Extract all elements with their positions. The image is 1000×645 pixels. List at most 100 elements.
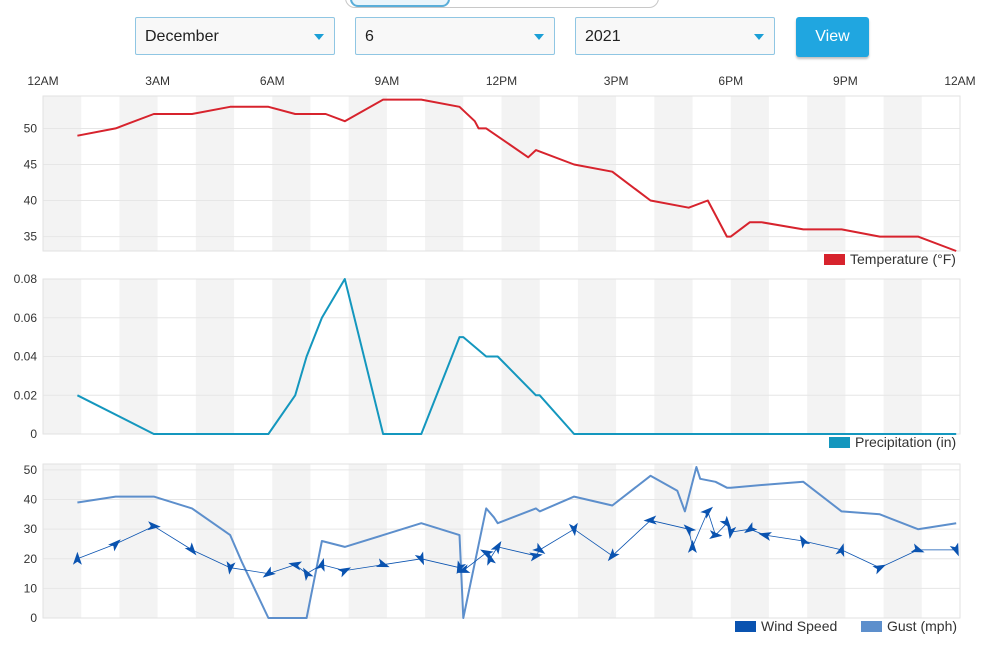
wind-arrow-point: [262, 566, 276, 578]
wind-arrow-point: [456, 564, 471, 573]
series-line-temperature-f-: [77, 98, 957, 252]
wind-arrow-point: [490, 540, 502, 555]
hour-band: [654, 464, 693, 618]
y-tick-label: 20: [24, 552, 38, 566]
legend-label: Precipitation (in): [855, 434, 956, 450]
hour-band: [577, 464, 617, 618]
hour-band: [883, 464, 922, 618]
chart-panel-0: 35 40 45 50 12AM 3AM 6AM 9AM 12PM 3PM 6PM 9PM 12AM Te…: [24, 74, 976, 267]
y-tick-label: 0: [30, 611, 37, 625]
wind-arrow-point: [687, 539, 697, 553]
wind-arrow-point: [700, 506, 714, 519]
hour-band: [43, 96, 82, 251]
y-tick-label: 50: [24, 121, 38, 135]
legend-swatch: [861, 621, 882, 632]
hour-band: [501, 464, 540, 618]
hour-band: [425, 464, 464, 618]
y-tick-label: 45: [24, 157, 38, 171]
y-tick-label: 0.02: [14, 388, 38, 402]
y-tick-label: 40: [24, 194, 38, 208]
wind-arrow-point: [709, 530, 723, 540]
wind-arrow-point: [744, 522, 758, 534]
wind-arrow-point: [835, 543, 845, 557]
day-select-value: 6: [365, 28, 374, 45]
chevron-down-icon: [754, 34, 764, 40]
wind-arrow-point: [949, 542, 959, 557]
plot-frame: [42, 278, 961, 435]
hour-band: [119, 464, 158, 618]
y-tick-label: 0.04: [14, 350, 38, 364]
chart-panel-2: 0 10 20 30 40 50 Wind Speed Gust (mph): [24, 463, 961, 634]
x-tick-label: 3PM: [604, 74, 629, 88]
wind-arrow-point: [302, 567, 314, 582]
month-select-value: December: [145, 28, 219, 45]
legend-label: Gust (mph): [887, 618, 957, 634]
legend-label: Temperature (°F): [850, 251, 956, 267]
hour-band: [272, 464, 311, 618]
wind-arrow-point: [456, 560, 467, 575]
series-line-gust-mph-: [77, 466, 957, 619]
wind-arrow-point: [108, 539, 121, 552]
hour-band: [348, 464, 387, 618]
hour-band: [119, 96, 158, 251]
x-tick-label: 12AM: [27, 74, 58, 88]
wind-arrow-point: [487, 552, 496, 566]
y-tick-label: 30: [24, 522, 38, 536]
wind-arrow-point: [529, 552, 543, 562]
legend-label: Wind Speed: [761, 618, 837, 634]
wind-arrow-point: [337, 567, 352, 578]
x-tick-label: 12PM: [486, 74, 517, 88]
hour-band: [348, 96, 387, 251]
plot-frame: [42, 463, 961, 619]
hour-band: [807, 464, 846, 618]
chart-panel-1: 0 0.02 0.04 0.06 0.08 Precipitation (in): [14, 272, 961, 450]
chevron-down-icon: [314, 34, 324, 40]
wind-arrow-point: [727, 525, 737, 540]
wind-arrow-point: [315, 557, 325, 572]
chevron-down-icon: [534, 34, 544, 40]
x-tick-label: 3AM: [145, 74, 170, 88]
hour-band: [425, 96, 464, 251]
x-tick-label: 9PM: [833, 74, 858, 88]
wind-arrow-point: [532, 542, 546, 555]
wind-arrow-point: [568, 522, 578, 537]
hour-band: [501, 96, 540, 251]
plot-frame: [42, 95, 961, 252]
wind-arrow-point: [147, 521, 161, 531]
y-tick-label: 50: [24, 463, 38, 477]
wind-arrow-point: [375, 558, 390, 568]
series-line-precipitation-in-: [76, 278, 957, 435]
wind-arrow-point: [414, 551, 425, 566]
hour-band: [195, 96, 235, 251]
year-select-value: 2021: [585, 28, 621, 45]
legend-swatch: [735, 621, 756, 632]
y-tick-label: 40: [24, 493, 38, 507]
year-select[interactable]: 2021: [575, 17, 775, 55]
wind-arrow-point: [288, 561, 303, 571]
y-tick-label: 10: [24, 581, 38, 595]
hour-band: [883, 96, 922, 251]
y-tick-label: 0.08: [14, 272, 38, 286]
wind-arrow-point: [910, 543, 925, 553]
legend-swatch: [829, 437, 850, 448]
hour-band: [43, 464, 82, 618]
wind-arrow-point: [799, 534, 811, 549]
view-button[interactable]: View: [796, 17, 869, 57]
hour-band: [654, 96, 693, 251]
wind-arrow-point: [643, 515, 657, 525]
wind-arrow-point: [872, 564, 887, 575]
wind-arrow-point: [719, 515, 732, 529]
wind-arrow-point: [480, 549, 494, 560]
x-tick-label: 12AM: [944, 74, 975, 88]
x-tick-label: 9AM: [375, 74, 400, 88]
legend-swatch: [824, 254, 845, 265]
hour-band: [730, 96, 769, 251]
hour-band: [730, 464, 769, 618]
hour-band: [195, 464, 235, 618]
wind-arrow-point: [226, 561, 236, 575]
day-select[interactable]: 6: [355, 17, 555, 55]
wind-arrow-point: [72, 551, 82, 565]
hour-band: [272, 96, 311, 251]
month-select[interactable]: December: [135, 17, 335, 55]
